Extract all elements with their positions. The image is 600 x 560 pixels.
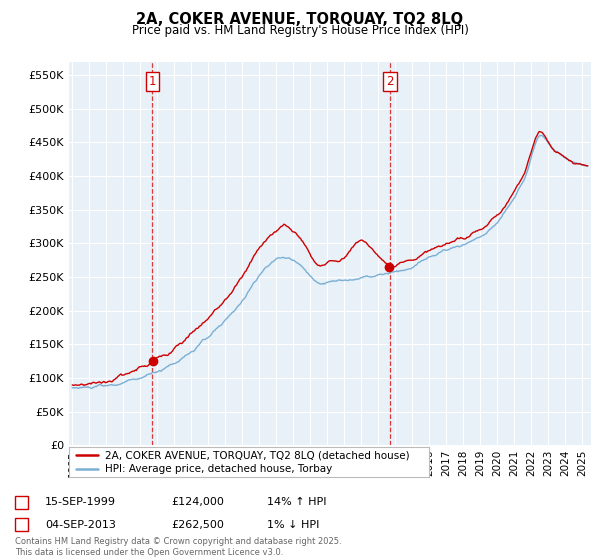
Text: 1: 1 <box>18 497 25 507</box>
Text: Contains HM Land Registry data © Crown copyright and database right 2025.
This d: Contains HM Land Registry data © Crown c… <box>15 537 341 557</box>
Text: 04-SEP-2013: 04-SEP-2013 <box>45 520 116 530</box>
Text: 2A, COKER AVENUE, TORQUAY, TQ2 8LQ: 2A, COKER AVENUE, TORQUAY, TQ2 8LQ <box>136 12 464 27</box>
Text: 1: 1 <box>149 75 156 88</box>
Text: £124,000: £124,000 <box>171 497 224 507</box>
Text: 15-SEP-1999: 15-SEP-1999 <box>45 497 116 507</box>
Text: 2: 2 <box>386 75 394 88</box>
Text: £262,500: £262,500 <box>171 520 224 530</box>
Text: 2A, COKER AVENUE, TORQUAY, TQ2 8LQ (detached house): 2A, COKER AVENUE, TORQUAY, TQ2 8LQ (deta… <box>105 450 410 460</box>
Text: HPI: Average price, detached house, Torbay: HPI: Average price, detached house, Torb… <box>105 464 332 474</box>
Text: 2: 2 <box>18 520 25 530</box>
Text: Price paid vs. HM Land Registry's House Price Index (HPI): Price paid vs. HM Land Registry's House … <box>131 24 469 36</box>
Text: 14% ↑ HPI: 14% ↑ HPI <box>267 497 326 507</box>
Text: 1% ↓ HPI: 1% ↓ HPI <box>267 520 319 530</box>
